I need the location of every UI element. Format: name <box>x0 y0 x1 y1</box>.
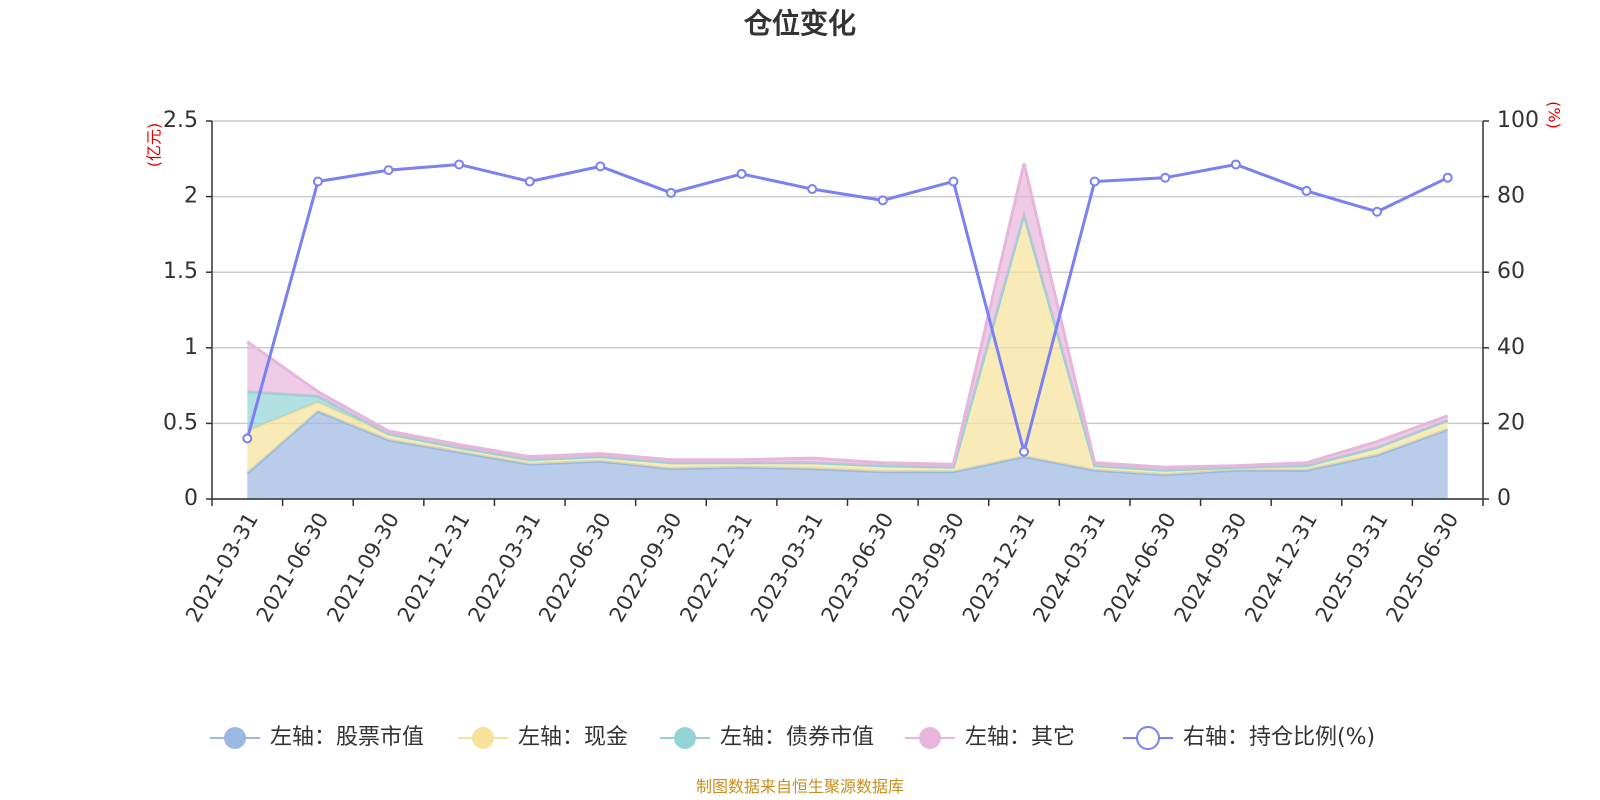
legend-label: 左轴：债券市值 <box>720 725 874 750</box>
area-edge-左轴：债券市值 <box>247 209 1449 472</box>
legend: 左轴：股票市值 左轴：现金 左轴：债券市值 左轴：其它 右轴：持仓比例(%) <box>210 725 1375 750</box>
ratio-point <box>1372 206 1383 217</box>
ratio-point <box>383 165 394 176</box>
area-左轴：其它 <box>247 163 1448 471</box>
ratio-point <box>877 195 888 206</box>
ratio-point <box>948 176 959 187</box>
legend-label: 右轴：持仓比例(%) <box>1183 725 1375 750</box>
right-tick-label: 20 <box>1497 410 1525 435</box>
x-tick-label: 2025-06-30 <box>1381 509 1463 627</box>
stacked-areas <box>246 162 1449 499</box>
legend-label: 左轴：现金 <box>518 725 628 750</box>
right-tick-label: 60 <box>1497 259 1525 284</box>
area-左轴：债券市值 <box>247 214 1448 471</box>
area-edge-左轴：其它 <box>246 162 1449 469</box>
right-tick-label: 0 <box>1497 486 1511 511</box>
x-tick-label: 2023-06-30 <box>817 509 899 627</box>
legend-label: 左轴：股票市值 <box>270 725 424 750</box>
x-tick-label: 2021-12-31 <box>393 509 475 627</box>
ratio-point <box>1089 176 1100 187</box>
x-tick-label: 2021-03-31 <box>181 509 263 627</box>
right-axis-unit: (%) <box>1545 101 1564 129</box>
chart-title: 仓位变化 <box>744 7 856 40</box>
ratio-line-path <box>245 162 1449 454</box>
legend-marker <box>919 727 941 749</box>
x-tick-label: 2023-12-31 <box>958 509 1040 627</box>
ratio-point <box>312 176 323 187</box>
x-tick-label: 2022-12-31 <box>675 509 757 627</box>
left-tick-label: 1 <box>184 335 198 360</box>
ratio-point <box>242 433 253 444</box>
axes: 00.511.522.50204060801002021-03-312021-0… <box>163 108 1539 626</box>
ratio-line <box>242 159 1453 457</box>
x-tick-label: 2024-03-31 <box>1028 509 1110 627</box>
data-source: 制图数据来自恒生聚源数据库 <box>696 777 904 796</box>
area-edge-左轴：现金 <box>246 209 1449 472</box>
ratio-point <box>736 168 747 179</box>
x-tick-label: 2021-09-30 <box>322 509 404 627</box>
left-tick-label: 2.5 <box>163 108 198 133</box>
right-tick-label: 100 <box>1497 108 1539 133</box>
x-tick-label: 2024-12-31 <box>1240 509 1322 627</box>
left-tick-label: 1.5 <box>163 259 198 284</box>
ratio-point <box>1442 172 1453 183</box>
x-tick-label: 2022-03-31 <box>463 509 545 627</box>
x-tick-label: 2024-09-30 <box>1170 509 1252 627</box>
left-tick-label: 2 <box>184 184 198 209</box>
ratio-point <box>1019 446 1030 457</box>
x-tick-label: 2025-03-31 <box>1311 509 1393 627</box>
left-tick-label: 0.5 <box>163 410 198 435</box>
ratio-point <box>1301 185 1312 196</box>
left-tick-label: 0 <box>184 486 198 511</box>
ratio-point <box>524 176 535 187</box>
area-左轴：股票市值 <box>247 411 1448 499</box>
left-axis-unit: (亿元) <box>145 123 164 168</box>
x-tick-label: 2023-03-31 <box>746 509 828 627</box>
ratio-point <box>454 159 465 170</box>
x-tick-label: 2023-09-30 <box>887 509 969 627</box>
ratio-point <box>1230 159 1241 170</box>
ratio-point <box>1160 172 1171 183</box>
x-tick-label: 2021-06-30 <box>252 509 334 627</box>
x-tick-label: 2022-06-30 <box>534 509 616 627</box>
right-tick-label: 80 <box>1497 184 1525 209</box>
right-tick-label: 40 <box>1497 335 1525 360</box>
ratio-point <box>807 184 818 195</box>
legend-marker <box>674 727 696 749</box>
legend-label: 左轴：其它 <box>965 725 1075 750</box>
legend-marker <box>224 727 246 749</box>
ratio-point <box>665 187 676 198</box>
legend-marker <box>472 727 494 749</box>
ratio-point <box>595 161 606 172</box>
legend-marker <box>1136 726 1160 750</box>
x-tick-label: 2024-06-30 <box>1099 509 1181 627</box>
area-左轴：现金 <box>247 214 1448 475</box>
x-tick-label: 2022-09-30 <box>605 509 687 627</box>
